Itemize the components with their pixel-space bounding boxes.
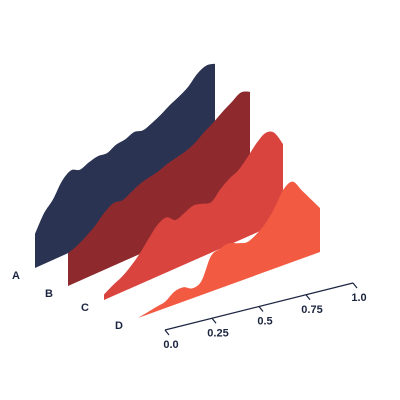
x-tick	[352, 282, 358, 289]
x-tick	[258, 306, 264, 312]
ridge-d	[138, 181, 320, 318]
series-labels: A B C D	[12, 270, 123, 332]
ridge-b	[68, 91, 250, 286]
x-axis: 0.0 0.25 0.5 0.75 1.0	[163, 282, 367, 351]
x-tick	[164, 329, 170, 336]
x-tick	[211, 317, 217, 324]
x-tick-label: 0.75	[301, 304, 322, 316]
series-label-a: A	[12, 270, 20, 282]
ridges-layer	[35, 63, 320, 318]
x-tick	[305, 294, 311, 301]
x-tick-label: 0.25	[207, 327, 228, 339]
series-label-b: B	[45, 288, 53, 300]
ridge-c	[104, 131, 283, 300]
ridge-a	[35, 63, 215, 268]
series-label-d: D	[115, 320, 123, 332]
x-tick-label: 1.0	[351, 292, 366, 304]
series-label-c: C	[81, 302, 89, 314]
x-tick-label: 0.0	[163, 339, 178, 351]
x-tick-label: 0.5	[257, 316, 272, 328]
